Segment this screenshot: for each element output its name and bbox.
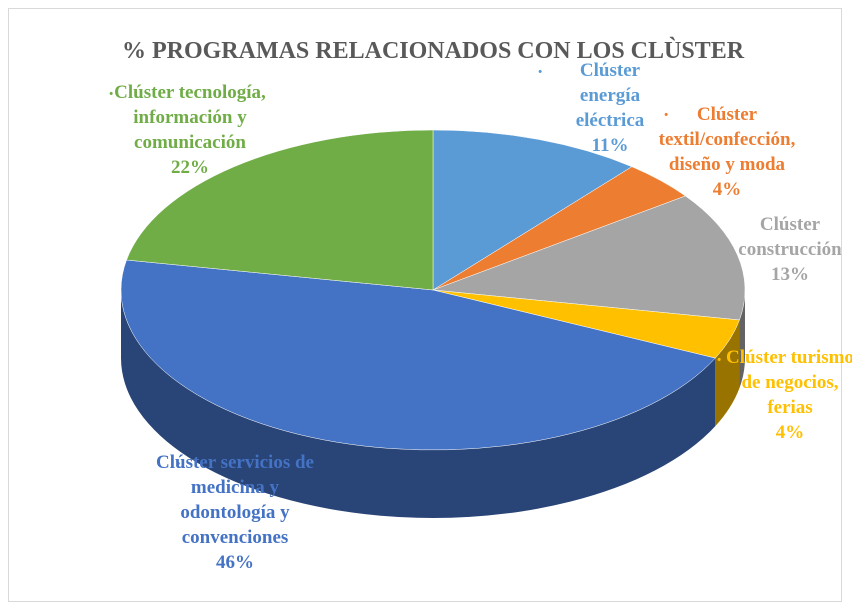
data-label-category: Clúster turismo de negocios, ferias xyxy=(726,347,852,418)
data-label-value: 46% xyxy=(216,552,254,573)
data-label-value: 13% xyxy=(771,264,809,285)
data-label-value: 4% xyxy=(712,179,742,200)
slice xyxy=(432,195,746,321)
data-label-category: Clúster construcción xyxy=(738,214,842,260)
label-bullet: · xyxy=(175,454,182,475)
slice xyxy=(432,129,633,291)
label-bullet: · xyxy=(108,84,115,105)
data-label-category: Clúster servicios de medicina y odontolo… xyxy=(156,452,314,548)
data-label-category: Clúster tecnología, información y comuni… xyxy=(114,82,266,153)
chart-frame xyxy=(8,8,842,602)
label-bullet: · xyxy=(716,350,723,371)
slice-side xyxy=(715,319,740,427)
slice xyxy=(120,259,716,451)
slice-side xyxy=(739,290,745,388)
label-bullet: · xyxy=(537,62,544,83)
data-label-value: 4% xyxy=(775,422,805,443)
slice xyxy=(126,129,434,291)
data-label-value: 11% xyxy=(591,135,629,156)
slice-side xyxy=(121,290,716,518)
data-label-category: Clúster textil/confección, diseño y moda xyxy=(658,104,796,175)
label-bullet: · xyxy=(663,105,670,126)
data-label-value: 22% xyxy=(171,157,209,178)
chart-title: % PROGRAMAS RELACIONADOS CON LOS CLÙSTER xyxy=(121,38,745,64)
data-label-category: Clúster energía eléctrica xyxy=(575,60,645,131)
